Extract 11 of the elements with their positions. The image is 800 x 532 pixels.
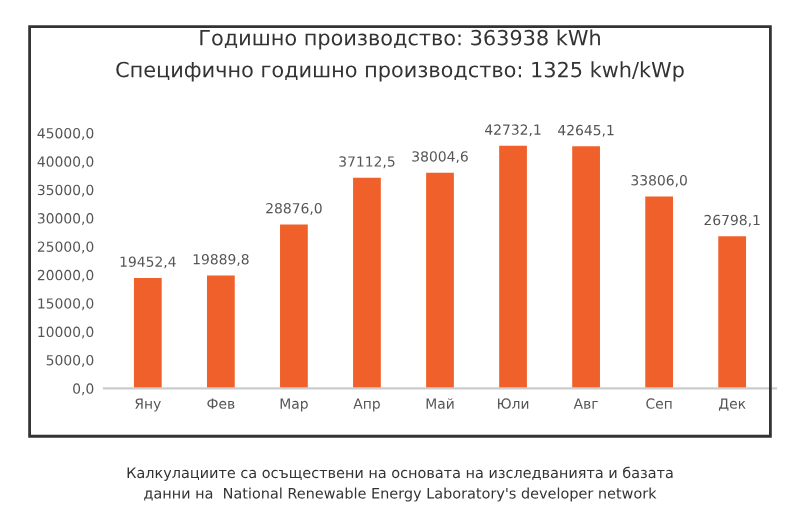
chart-title: Годишно производство: 363938 kWh [200,29,600,50]
bar [133,277,162,389]
bar [426,172,454,389]
bar [718,236,747,389]
bar [353,177,381,389]
bar [206,275,235,389]
bar [572,146,600,389]
bar [645,196,674,389]
bar [499,145,527,389]
bar [280,224,308,389]
chart-subtitle: Специфично годишно производство: 1325 kwh/kWp [116,61,684,82]
